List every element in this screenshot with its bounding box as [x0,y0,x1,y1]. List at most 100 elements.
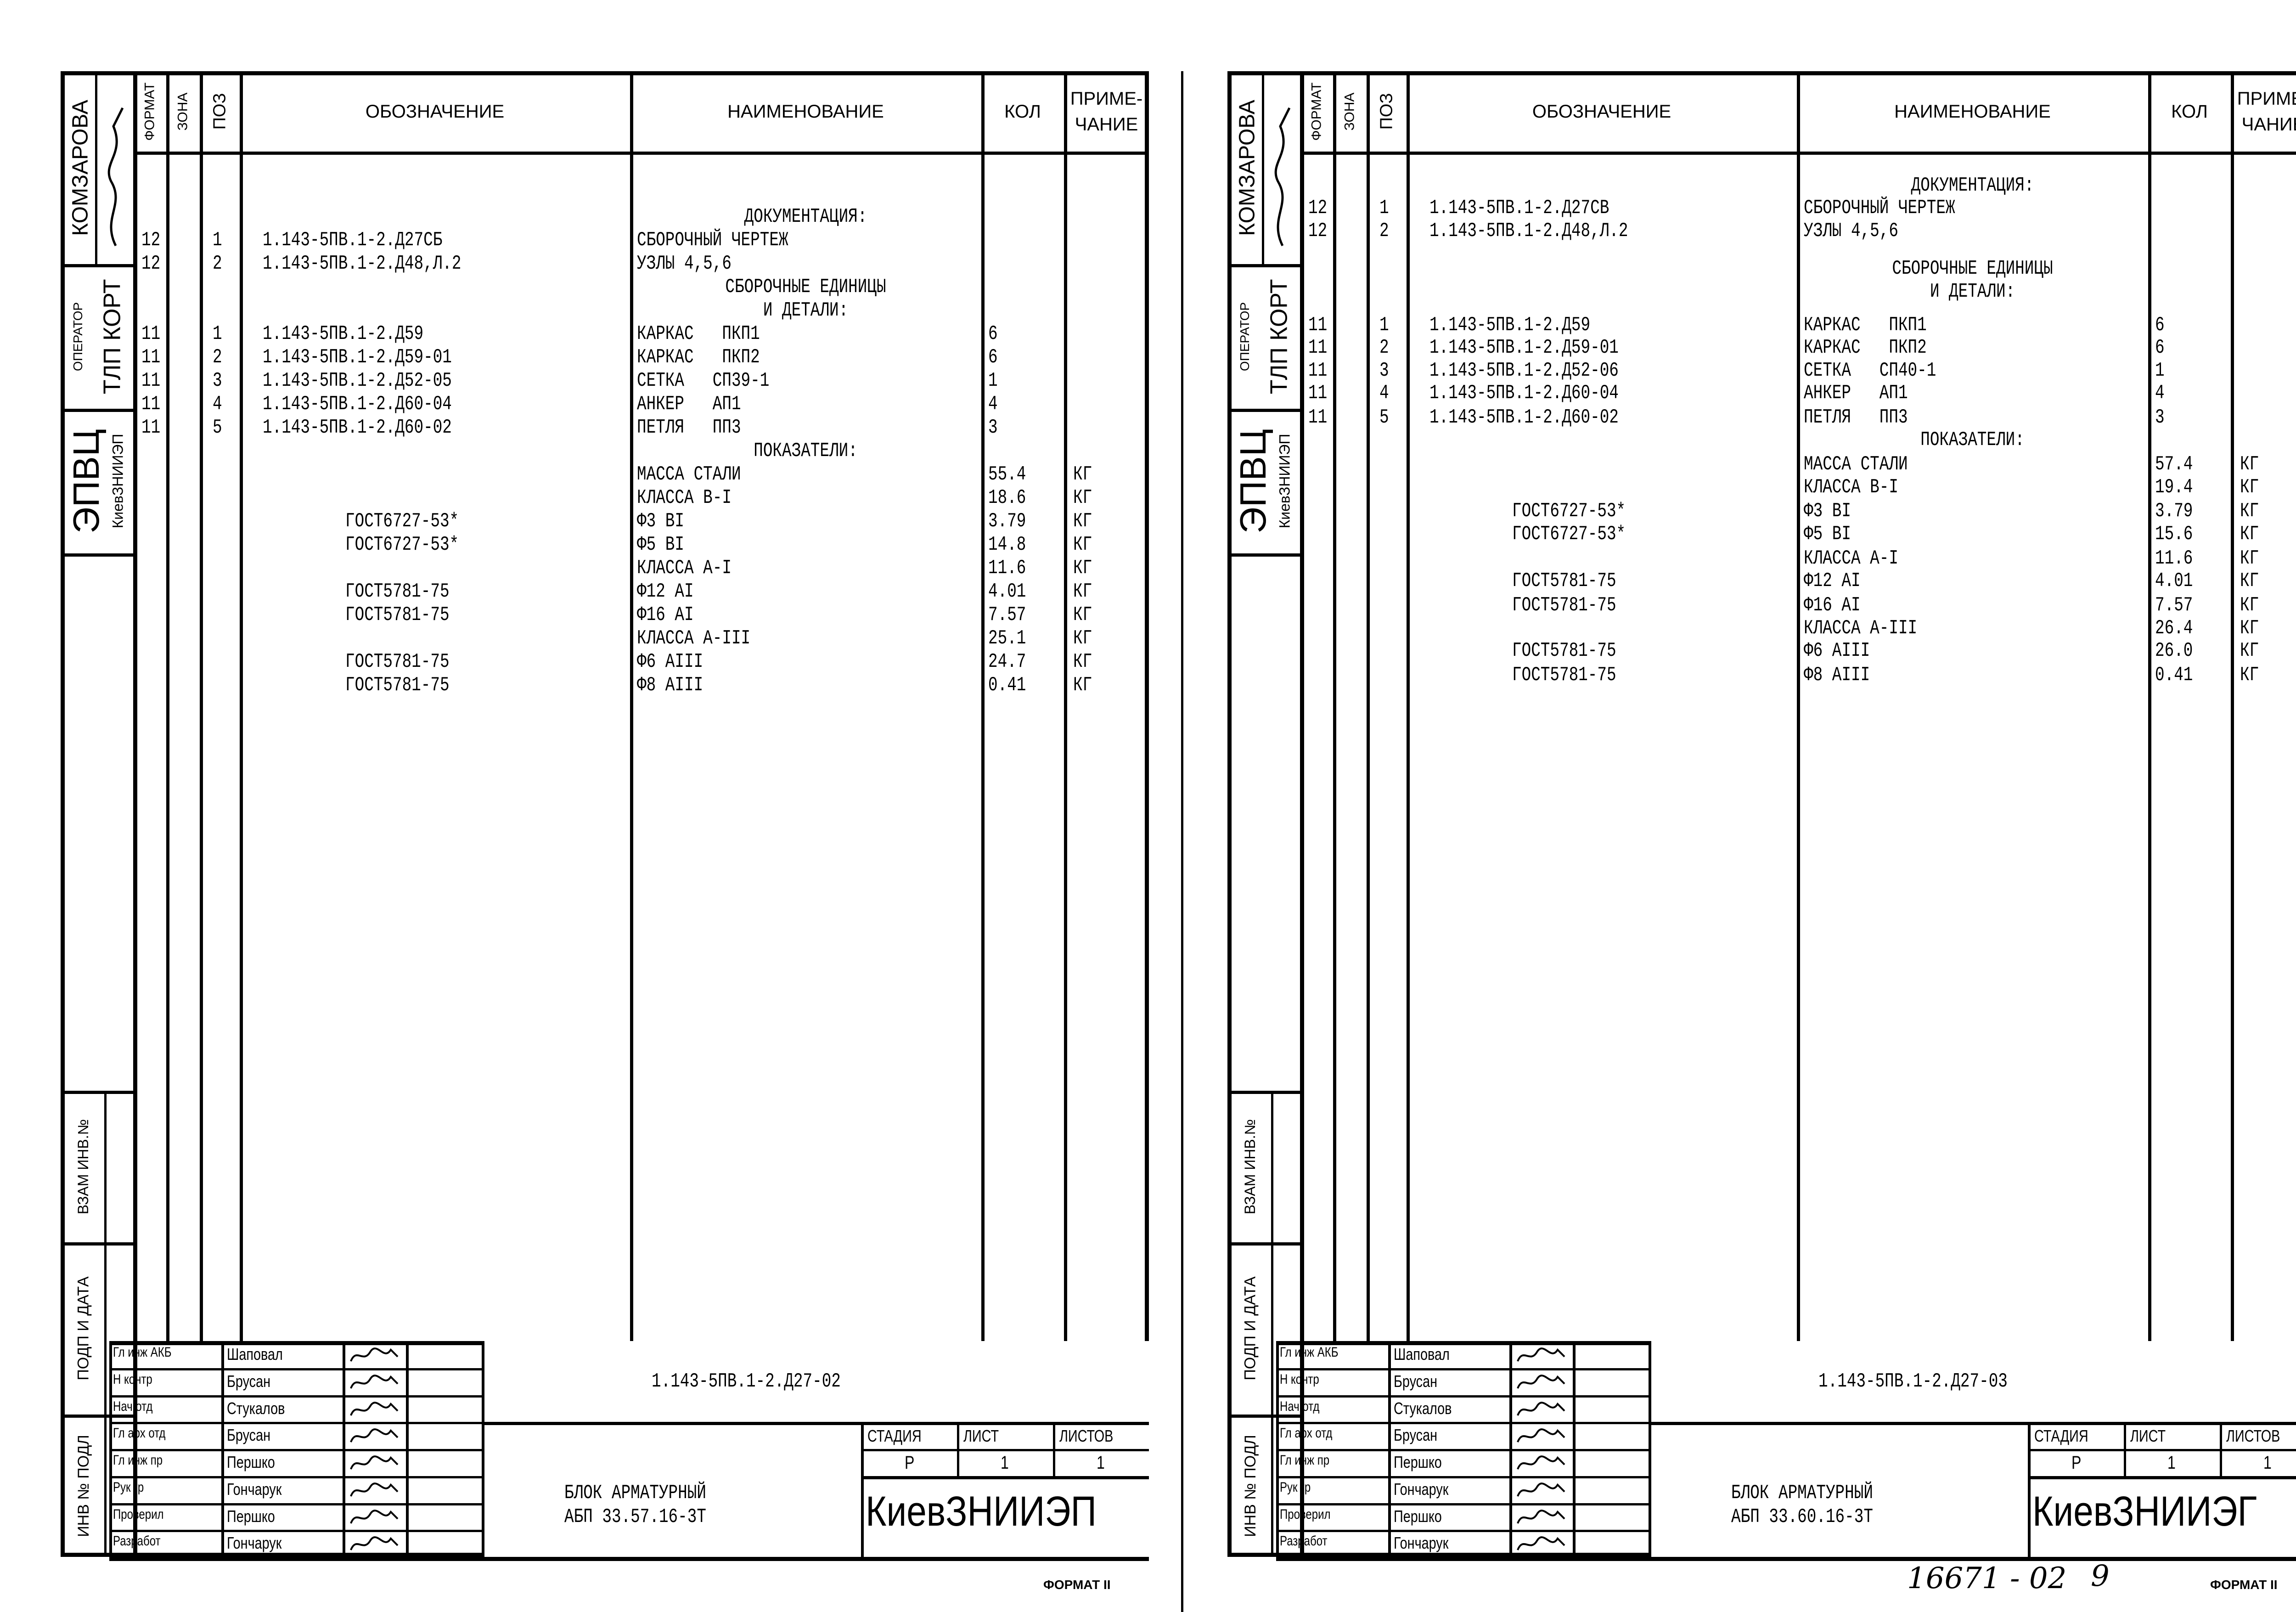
title-block-row-divider [109,1476,482,1478]
margin-sign-date-text: ПОДП И ДАТА [74,1276,92,1381]
row-quantity: 3.79 [2155,500,2193,523]
header-name: НАИМЕНОВАНИЕ [1894,101,2051,122]
title-block-row-divider [1276,1503,1649,1505]
spec-sheet-left: ФОРМАТ ЗОНА ПОЗ ОБОЗНАЧЕНИЕ НАИМЕНОВАНИЕ КОЛ П… [61,71,1186,1612]
stamp-operator-label-text: ОПЕРАТОР [71,302,85,371]
row-designation: 1.143-5ПВ.1-2.Д60-04 [263,393,452,416]
header-pos: ПОЗ [1367,71,1407,152]
row-quantity: 1 [988,369,998,392]
signature [1514,1532,1569,1557]
row-designation: 1.143-5ПВ.1-2.Д60-04 [1429,382,1619,405]
header-zone: ЗОНА [166,71,200,152]
row-format: 11 [1308,359,1328,382]
row-designation: 1.143-5ПВ.1-2.Д48,Л.2 [263,252,461,275]
row-designation: ГОСТ6727-53* [345,510,459,533]
header-designation: ОБОЗНАЧЕНИЕ [1532,101,1671,122]
row-designation: ГОСТ5781-75 [345,650,450,673]
row-quantity: 0.41 [2155,663,2193,687]
row-quantity: 11.6 [988,557,1026,580]
row-quantity: 1 [2155,359,2165,382]
page-edge-line [1181,71,1183,1612]
row-position: 1 [1379,313,1389,337]
row-quantity: 6 [2155,336,2165,359]
header-note: ПРИМЕ- ЧАНИЕ [1064,71,1149,152]
margin-swap: ВЗАМ ИНВ.№ [1230,1091,1271,1242]
header-zone: ЗОНА [1333,71,1367,152]
row-position: 2 [213,346,222,369]
title-block-row-divider [109,1422,482,1425]
title-block-divider [2028,1449,2296,1451]
stamp-name: КОМЗАРОВА [64,71,96,264]
row-name: СБОРОЧНЫЙ ЧЕРТЕЖ [1804,197,1955,220]
column-divider [240,71,243,1341]
row-format: 11 [1308,313,1328,337]
drawing-designation: 1.143-5ПВ.1-2.Д27-02 [652,1370,841,1393]
row-position: 3 [1379,359,1389,382]
header-format: ФОРМАТ [1300,71,1333,152]
header-qty: КОЛ [2171,101,2208,122]
row-note: КГ [2240,453,2259,476]
stamp-divider [61,553,134,557]
title-block-row-divider [1276,1368,1649,1370]
signature [347,1478,402,1503]
stamp-signature [97,99,132,255]
row-quantity: 0.41 [988,674,1026,697]
stamp-center-org: КиевЗНИИЭП [1271,409,1299,553]
drawing-title-line2: АБП 33.60.16-3Т [1731,1505,1873,1529]
row-designation: 1.143-5ПВ.1-2.Д59-01 [263,346,452,369]
row-note: КГ [1073,603,1092,626]
header-format-text: ФОРМАТ [142,82,158,141]
row-designation: 1.143-5ПВ.1-2.Д27СБ [263,229,443,252]
stamp-center-org: КиевЗНИИЭП [104,409,132,553]
row-name: Ф8 АIII [1804,663,1870,687]
stamp-operator-label: ОПЕРАТОР [64,264,92,409]
row-designation: ГОСТ6727-53* [1512,500,1626,523]
signature [347,1505,402,1530]
title-sheets-count-value: 1 [1096,1453,1105,1473]
stamp-name: КОМЗАРОВА [1231,71,1263,264]
header-pos-text: ПОЗ [209,93,229,130]
row-note: КГ [2240,547,2259,570]
signature [347,1343,402,1368]
row-designation: 1.143-5ПВ.1-2.Д59 [263,322,424,345]
margin-orig: ИНВ № ПОДЛ [63,1415,104,1557]
row-quantity: 7.57 [2155,594,2193,617]
column-divider [166,71,169,1341]
title-block-divider [957,1422,959,1476]
stamp-center: ЭПВЦ [1231,409,1275,553]
row-name: СЕТКА СП40-1 [1804,359,1936,382]
row-note: КГ [2240,663,2259,687]
row-name: КАРКАС ПКП2 [637,346,760,369]
column-divider [1064,71,1067,1341]
row-quantity: 55.4 [988,463,1026,486]
title-block-divider [2220,1422,2222,1476]
title-block-row-divider [1276,1449,1649,1451]
row-name: МАССА СТАЛИ [1804,453,1908,476]
title-sheet-value: 1 [1000,1453,1009,1473]
person-role: Гл инж пр [1280,1453,1330,1468]
row-name: СБОРОЧНЫЙ ЧЕРТЕЖ [637,229,788,252]
row-designation: 1.143-5ПВ.1-2.Д59-01 [1429,336,1619,359]
stamp-divider [1227,553,1301,557]
person-name: Гончарук [1394,1533,1449,1553]
row-format: 11 [141,393,161,416]
stamp-signature [1264,99,1299,255]
margin-orig-text: ИНВ № ПОДЛ [74,1434,92,1537]
column-divider [981,71,985,1341]
column-divider [1407,71,1410,1341]
column-divider [2148,71,2151,1341]
row-note: КГ [1073,486,1092,509]
person-role: Рук гр [1280,1479,1311,1495]
person-role: Гл инж пр [113,1453,163,1468]
row-designation: ГОСТ5781-75 [1512,663,1616,687]
row-name: КАРКАС ПКП1 [637,322,760,345]
row-format: 12 [141,252,161,275]
margin-divider [61,1242,134,1246]
title-block-row-divider [109,1503,482,1505]
row-designation: ГОСТ5781-75 [1512,594,1616,617]
row-designation: 1.143-5ПВ.1-2.Д52-06 [1429,359,1619,382]
stamp-divider [95,71,97,264]
person-name: Першко [1394,1453,1442,1471]
title-sheet-value: 1 [2167,1453,2176,1473]
person-role: Проверил [1280,1506,1331,1522]
